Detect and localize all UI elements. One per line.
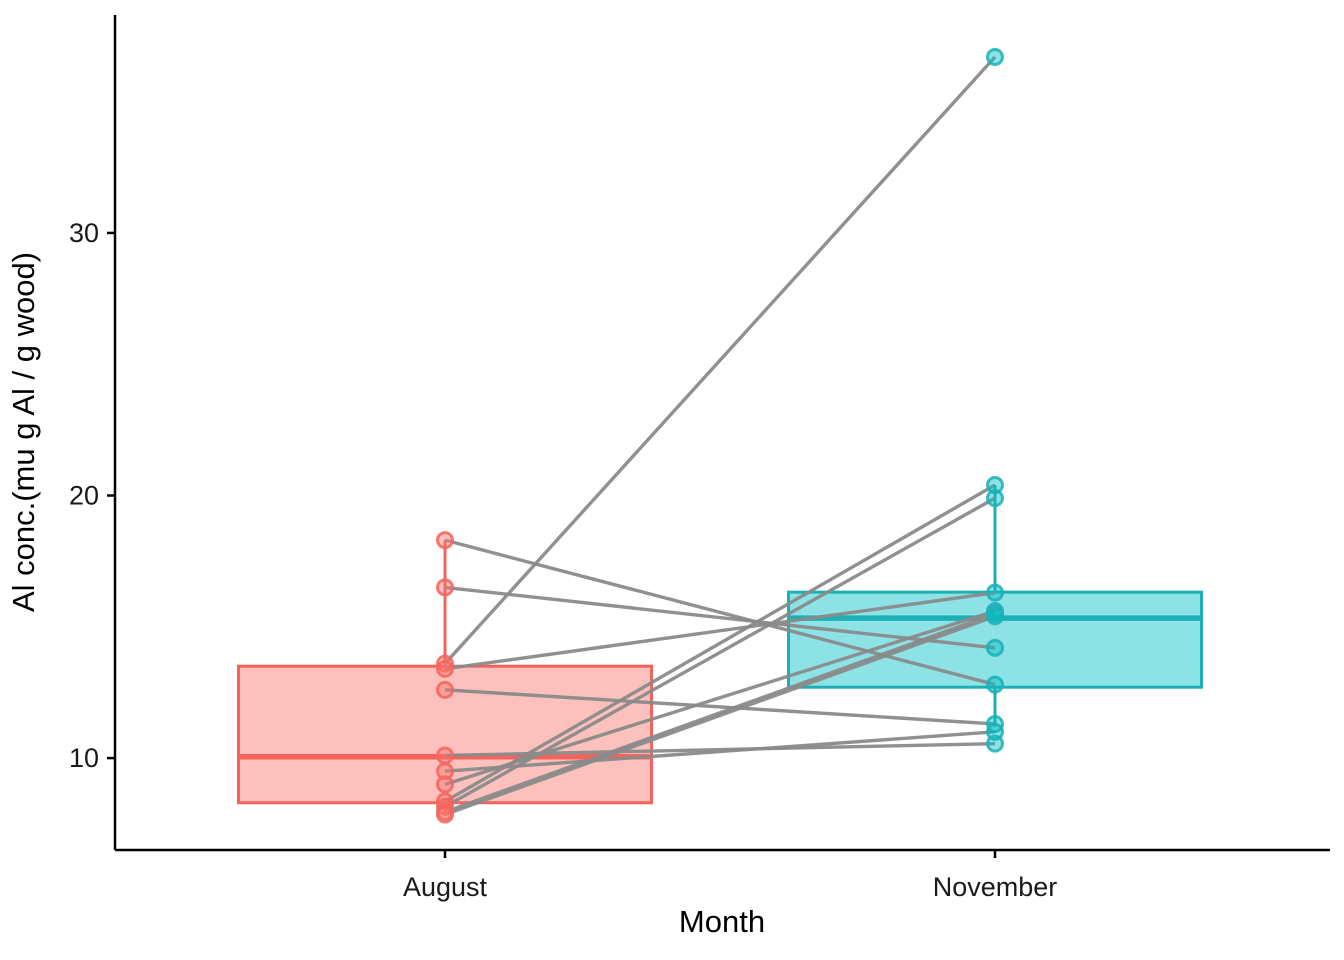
pair-lines-layer: [443, 55, 997, 817]
august-data-point: [436, 762, 454, 781]
pair-line: [444, 483, 996, 803]
tick-labels-layer: 10 20 30 August November: [69, 218, 1057, 902]
pair-line: [443, 55, 997, 665]
data-points-layer: [436, 48, 1004, 824]
axes-layer: [107, 15, 1330, 858]
y-tick-label: 10: [69, 743, 99, 773]
pair-line: [444, 496, 996, 809]
november-data-point: [986, 607, 1004, 626]
pair-line: [444, 612, 996, 814]
august-data-point: [436, 531, 454, 550]
x-tick-label-november: November: [933, 872, 1058, 902]
y-tick-label: 20: [69, 481, 99, 511]
november-data-point: [986, 583, 1004, 602]
november-data-point: [986, 638, 1004, 657]
pair-line: [444, 590, 996, 671]
x-axis-title: Month: [679, 904, 765, 939]
november-data-point: [986, 48, 1004, 67]
pair-line: [444, 614, 996, 817]
august-data-point: [436, 775, 454, 794]
y-tick-label: 30: [69, 218, 99, 248]
pair-line: [444, 585, 996, 650]
august-data-point: [436, 578, 454, 597]
august-data-point: [436, 680, 454, 699]
november-data-point: [986, 734, 1004, 753]
y-axis-title: Al conc.(mu g Al / g wood): [6, 252, 41, 612]
boxplot-layer: [237, 485, 1203, 814]
pair-line: [444, 688, 996, 726]
august-data-point: [436, 805, 454, 824]
august-data-point: [436, 659, 454, 678]
november-data-point: [986, 489, 1004, 508]
august-data-point: [436, 746, 454, 765]
pair-line: [444, 730, 996, 773]
november-data-point: [986, 476, 1004, 495]
x-tick-label-august: August: [403, 872, 488, 902]
august-data-point: [436, 654, 454, 673]
november-data-point: [986, 675, 1004, 694]
